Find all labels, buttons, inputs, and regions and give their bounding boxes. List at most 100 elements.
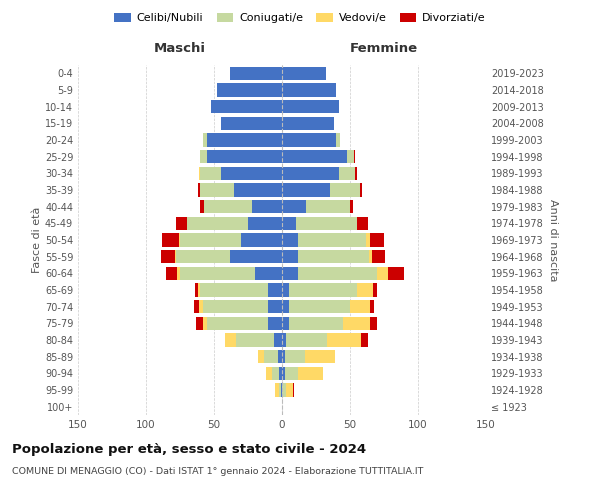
- Bar: [282, 116, 334, 130]
- Bar: [268, 284, 282, 296]
- Bar: [282, 266, 298, 280]
- Bar: [298, 250, 369, 264]
- Bar: [194, 300, 199, 314]
- Bar: [305, 350, 335, 364]
- Bar: [282, 284, 289, 296]
- Bar: [282, 250, 298, 264]
- Bar: [354, 150, 355, 164]
- Bar: [221, 116, 282, 130]
- Bar: [166, 266, 177, 280]
- Bar: [282, 334, 286, 346]
- Bar: [197, 284, 200, 296]
- Bar: [282, 200, 307, 213]
- Bar: [199, 300, 203, 314]
- Bar: [161, 250, 175, 264]
- Bar: [343, 316, 370, 330]
- Bar: [230, 250, 282, 264]
- Bar: [195, 284, 197, 296]
- Text: COMUNE DI MENAGGIO (CO) - Dati ISTAT 1° gennaio 2024 - Elaborazione TUTTITALIA.I: COMUNE DI MENAGGIO (CO) - Dati ISTAT 1° …: [12, 468, 424, 476]
- Bar: [200, 284, 268, 296]
- Bar: [180, 234, 241, 246]
- Bar: [255, 266, 282, 280]
- Bar: [248, 216, 282, 230]
- Bar: [289, 284, 357, 296]
- Y-axis label: Fasce di età: Fasce di età: [32, 207, 42, 273]
- Bar: [327, 334, 361, 346]
- Bar: [197, 184, 200, 196]
- Bar: [257, 350, 265, 364]
- Bar: [282, 384, 286, 396]
- Bar: [275, 384, 279, 396]
- Bar: [163, 234, 179, 246]
- Bar: [289, 316, 343, 330]
- Bar: [289, 300, 350, 314]
- Bar: [282, 134, 337, 146]
- Y-axis label: Anni di nascita: Anni di nascita: [548, 198, 557, 281]
- Bar: [337, 134, 340, 146]
- Bar: [279, 384, 281, 396]
- Bar: [298, 234, 367, 246]
- Bar: [268, 300, 282, 314]
- Bar: [187, 216, 248, 230]
- Bar: [282, 234, 298, 246]
- Bar: [357, 216, 368, 230]
- Bar: [339, 166, 355, 180]
- Bar: [350, 200, 353, 213]
- Bar: [207, 150, 282, 164]
- Bar: [179, 234, 180, 246]
- Bar: [372, 250, 385, 264]
- Bar: [286, 334, 327, 346]
- Bar: [282, 84, 337, 96]
- Bar: [370, 300, 374, 314]
- Bar: [252, 200, 282, 213]
- Bar: [370, 234, 384, 246]
- Bar: [207, 134, 282, 146]
- Bar: [359, 184, 362, 196]
- Bar: [282, 216, 296, 230]
- Bar: [272, 366, 279, 380]
- Bar: [176, 216, 187, 230]
- Text: Popolazione per età, sesso e stato civile - 2024: Popolazione per età, sesso e stato civil…: [12, 442, 366, 456]
- Bar: [347, 150, 354, 164]
- Text: Femmine: Femmine: [350, 42, 418, 54]
- Bar: [373, 284, 377, 296]
- Bar: [361, 334, 368, 346]
- Bar: [205, 200, 252, 213]
- Bar: [282, 350, 285, 364]
- Bar: [200, 184, 235, 196]
- Bar: [203, 134, 207, 146]
- Bar: [180, 266, 255, 280]
- Bar: [281, 384, 282, 396]
- Bar: [177, 266, 180, 280]
- Bar: [207, 316, 268, 330]
- Bar: [377, 266, 388, 280]
- Bar: [282, 184, 329, 196]
- Bar: [196, 316, 203, 330]
- Bar: [278, 350, 282, 364]
- Bar: [350, 300, 370, 314]
- Bar: [175, 250, 176, 264]
- Bar: [176, 250, 230, 264]
- Bar: [203, 316, 207, 330]
- Legend: Celibi/Nubili, Coniugati/e, Vedovi/e, Divorziati/e: Celibi/Nubili, Coniugati/e, Vedovi/e, Di…: [110, 8, 490, 28]
- Bar: [274, 334, 282, 346]
- Bar: [282, 150, 347, 164]
- Bar: [285, 350, 305, 364]
- Bar: [265, 350, 278, 364]
- Bar: [282, 100, 339, 114]
- Bar: [369, 250, 372, 264]
- Bar: [357, 284, 373, 296]
- Bar: [282, 316, 289, 330]
- Bar: [279, 366, 282, 380]
- Bar: [230, 66, 282, 80]
- Bar: [282, 300, 289, 314]
- Bar: [367, 234, 370, 246]
- Bar: [298, 366, 323, 380]
- Bar: [225, 334, 236, 346]
- Bar: [200, 150, 207, 164]
- Bar: [282, 66, 326, 80]
- Bar: [329, 184, 359, 196]
- Bar: [217, 84, 282, 96]
- Bar: [221, 166, 282, 180]
- Bar: [266, 366, 272, 380]
